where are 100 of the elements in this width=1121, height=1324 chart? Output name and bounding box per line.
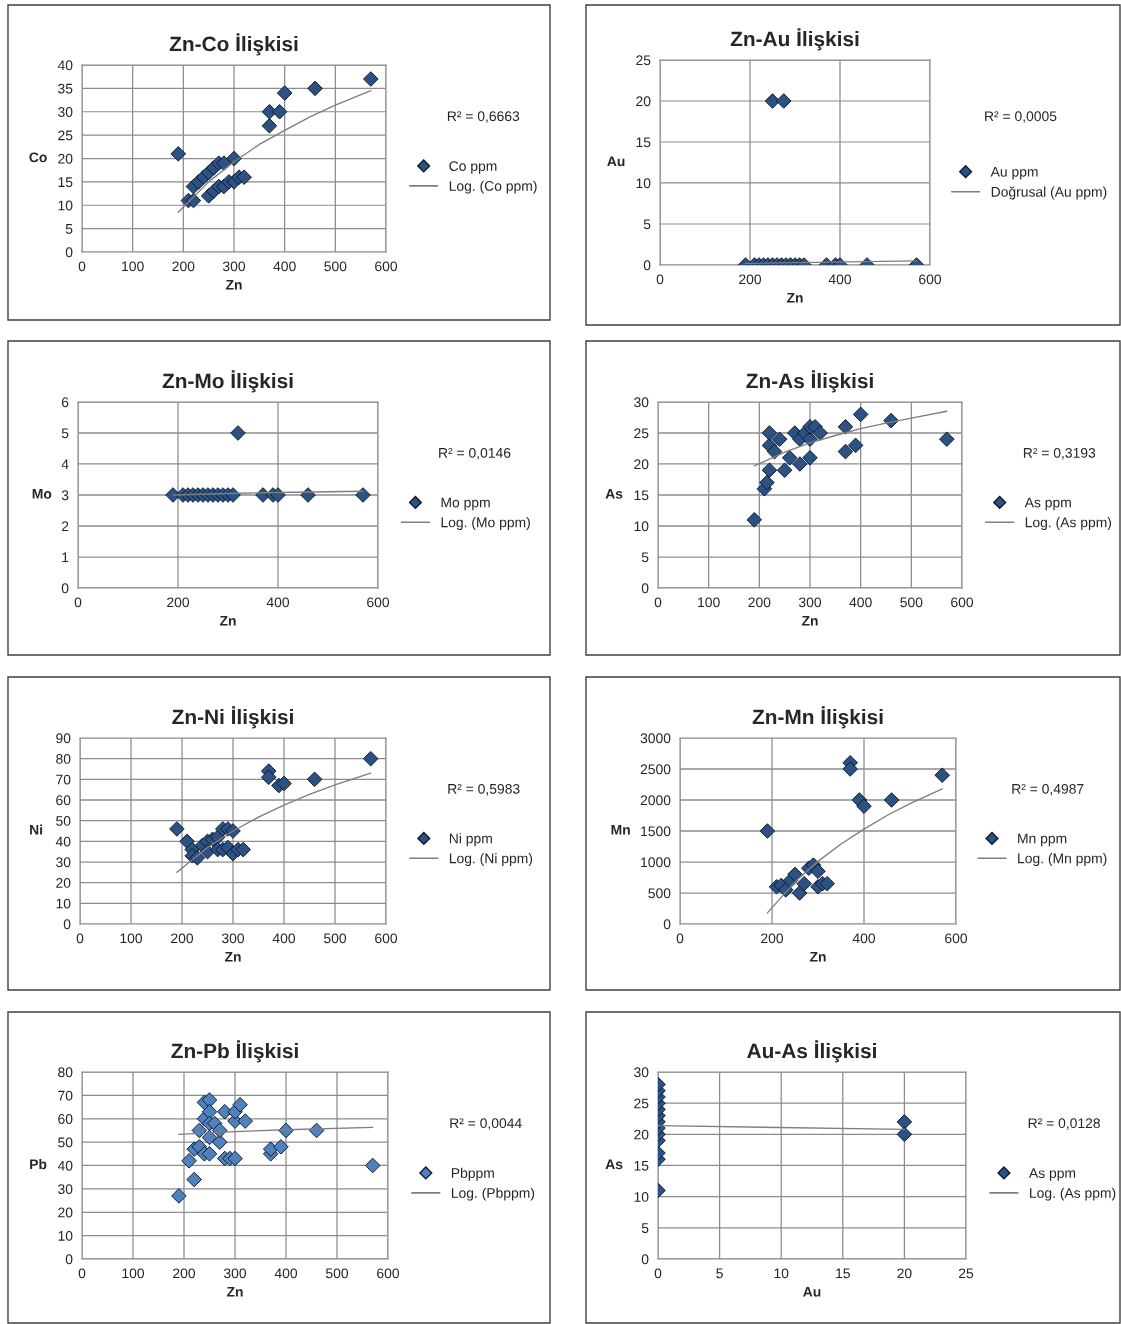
y-tick-label: 80	[58, 1067, 73, 1078]
x-tick-label: 15	[836, 1268, 850, 1279]
x-tick-label: 0	[78, 1268, 86, 1279]
y-tick-label: 5	[641, 1223, 649, 1233]
y-tick-label: 20	[634, 1129, 649, 1140]
x-tick-label: 400	[828, 274, 852, 285]
text: R² = 0,4987	[1012, 783, 1084, 796]
y-tick-label: 2000	[640, 795, 671, 806]
x-tick-label: 200	[167, 597, 190, 608]
chart-title: Zn-Co İlişkisi	[169, 33, 298, 56]
chart-title: Zn-Mo İlişkisi	[162, 370, 293, 393]
x-tick-label: 500	[900, 597, 923, 608]
legend-label: Log. (Ni ppm)	[449, 853, 533, 867]
legend-label: Log. (Mn ppm)	[1018, 853, 1107, 867]
x-axis-title: Zn	[801, 616, 818, 626]
chart-title: Zn-Mn İlişkisi	[752, 706, 883, 729]
x-axis-title: Zn	[219, 616, 236, 626]
legend-label: Mn ppm	[1018, 833, 1067, 847]
x-tick-label: 600	[919, 274, 942, 285]
y-tick-label: 5	[641, 552, 649, 563]
legend-label: Log. (As ppm)	[1025, 517, 1112, 531]
line-series	[177, 90, 372, 213]
y-tick-label: 6	[61, 397, 69, 408]
y-tick-label: 1000	[641, 857, 671, 868]
y-tick-label: 5	[65, 224, 73, 234]
y-tick-label: 30	[56, 857, 71, 868]
y-tick-label: 4	[61, 459, 69, 470]
y-tick-label: 15	[634, 1160, 649, 1171]
legend-label: As ppm	[1028, 1168, 1076, 1181]
y-tick-label: 2	[61, 521, 69, 532]
x-tick-label: 200	[171, 933, 194, 944]
y-tick-label: 15	[634, 490, 649, 501]
legend-label: Mo ppm	[441, 497, 490, 511]
y-tick-label: 50	[56, 816, 71, 826]
legend-label: Log. (Pbppm)	[451, 1187, 535, 1201]
y-tick-label: 0	[641, 1254, 649, 1265]
legend-label: Log. (Co ppm)	[449, 180, 537, 194]
x-tick-label: 400	[273, 261, 296, 272]
line-series	[766, 788, 943, 914]
chart-title: Zn-As İlişkisi	[746, 370, 873, 393]
x-tick-label: 100	[122, 1268, 145, 1279]
x-tick-label: 400	[274, 1268, 298, 1279]
x-axis-title: Zn	[226, 1287, 243, 1297]
y-tick-label: 2500	[640, 764, 671, 775]
y-tick-label: 3	[61, 490, 69, 501]
x-tick-label: 600	[951, 597, 974, 608]
x-tick-label: 300	[222, 261, 246, 272]
legend-label: Pbppm	[451, 1167, 494, 1181]
y-tick-label: 5	[61, 428, 69, 439]
legend-label: Co ppm	[449, 161, 497, 174]
x-axis-title: Au	[803, 1287, 821, 1297]
y-tick-label: 20	[56, 878, 71, 888]
x-tick-label: 0	[78, 261, 86, 272]
y-axis-title: Pb	[30, 1159, 47, 1170]
x-tick-label: 400	[266, 597, 290, 608]
y-tick-label: 20	[58, 153, 73, 164]
y-tick-label: 0	[641, 583, 649, 594]
text: R² = 0,0146	[439, 447, 511, 460]
x-tick-label: 400	[272, 933, 296, 944]
legend-label: Au ppm	[990, 167, 1038, 180]
line-series	[176, 772, 372, 874]
y-tick-label: 25	[634, 1098, 649, 1109]
x-tick-label: 100	[698, 597, 720, 608]
y-tick-label: 35	[58, 83, 73, 94]
y-tick-label: 10	[58, 1230, 73, 1241]
x-axis-title: Zn	[224, 952, 241, 962]
line-series	[753, 410, 948, 467]
y-tick-label: 10	[58, 200, 73, 211]
x-tick-label: 200	[172, 261, 195, 272]
y-axis-title: Mo	[32, 489, 52, 499]
y-axis-title: Au	[607, 156, 625, 167]
y-tick-label: 70	[56, 774, 71, 785]
y-tick-label: 5	[643, 219, 651, 230]
x-tick-label: 300	[223, 1268, 247, 1279]
x-tick-label: 100	[120, 933, 143, 944]
x-tick-label: 600	[945, 933, 968, 944]
chart-title: Zn-Au İlişkisi	[730, 28, 859, 51]
x-tick-label: 400	[852, 933, 876, 944]
x-tick-label: 600	[375, 261, 398, 272]
y-tick-label: 10	[636, 178, 651, 189]
x-tick-label: 600	[375, 933, 398, 944]
legend-label: Doğrusal (Au ppm)	[991, 186, 1107, 200]
y-tick-label: 40	[57, 1160, 73, 1171]
chart-title: Au-As İlişkisi	[747, 1040, 876, 1063]
text: R² = 0,0044	[450, 1118, 522, 1130]
text: R² = 0,0128	[1028, 1118, 1100, 1130]
chart-title: Zn-Pb İlişkisi	[171, 1040, 298, 1063]
legend-label: Ni ppm	[449, 833, 492, 847]
y-tick-label: 25	[58, 130, 73, 141]
x-tick-label: 600	[377, 1268, 400, 1279]
y-tick-label: 10	[634, 1192, 649, 1202]
y-tick-label: 25	[636, 55, 651, 66]
text: R² = 0,6663	[447, 111, 520, 123]
x-tick-label: 400	[849, 597, 872, 608]
y-tick-label: 70	[58, 1090, 73, 1101]
x-tick-label: 500	[324, 261, 347, 272]
y-tick-label: 50	[58, 1137, 73, 1148]
x-tick-label: 20	[897, 1268, 912, 1279]
y-tick-label: 0	[61, 583, 69, 594]
y-tick-label: 30	[58, 1184, 73, 1195]
